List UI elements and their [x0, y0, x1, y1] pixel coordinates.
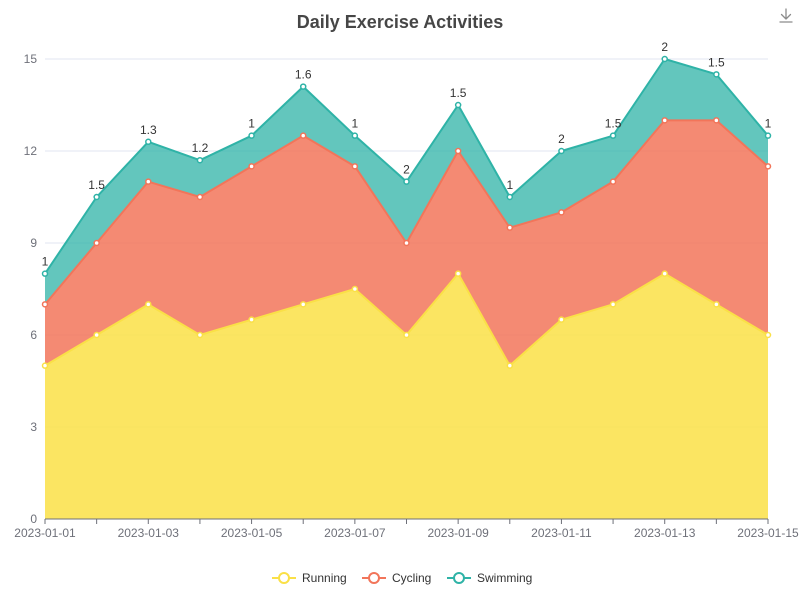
- legend-label: Running: [302, 571, 347, 585]
- point-cycling[interactable]: [661, 117, 668, 124]
- y-tick-label: 12: [24, 144, 38, 158]
- legend-label: Swimming: [477, 571, 532, 585]
- x-tick-label: 2023-01-11: [531, 526, 592, 540]
- data-label: 2: [558, 132, 565, 146]
- point-swimming[interactable]: [93, 193, 100, 201]
- point-cycling[interactable]: [145, 178, 152, 185]
- point-cycling[interactable]: [506, 224, 514, 231]
- y-tick-label: 15: [24, 52, 38, 66]
- point-running[interactable]: [93, 331, 100, 339]
- x-tick-label: 2023-01-05: [221, 526, 283, 540]
- point-cycling[interactable]: [299, 132, 307, 139]
- point-swimming[interactable]: [454, 101, 462, 109]
- point-running[interactable]: [145, 301, 152, 308]
- data-label: 1: [248, 117, 255, 131]
- point-running[interactable]: [558, 316, 565, 323]
- point-running[interactable]: [609, 301, 617, 308]
- point-running[interactable]: [351, 285, 359, 293]
- point-cycling[interactable]: [609, 178, 617, 185]
- point-running[interactable]: [764, 331, 772, 339]
- point-running[interactable]: [196, 331, 204, 339]
- data-label: 1.5: [88, 178, 105, 192]
- legend-item-running[interactable]: Running: [272, 571, 347, 585]
- legend-label: Cycling: [392, 571, 431, 585]
- data-label: 1: [506, 178, 513, 192]
- point-running[interactable]: [299, 301, 307, 308]
- point-swimming[interactable]: [713, 71, 720, 78]
- legend[interactable]: Running Cycling Swimming: [272, 571, 532, 585]
- point-swimming[interactable]: [351, 132, 359, 139]
- point-running[interactable]: [713, 301, 720, 308]
- legend-item-swimming[interactable]: Swimming: [447, 571, 532, 585]
- data-label: 2: [661, 40, 668, 54]
- x-tick-label: 2023-01-15: [737, 526, 799, 540]
- y-tick-label: 3: [30, 420, 37, 434]
- y-tick-label: 6: [30, 328, 37, 342]
- point-swimming[interactable]: [196, 156, 204, 164]
- data-label: 1: [765, 117, 772, 131]
- point-swimming[interactable]: [764, 132, 772, 139]
- point-cycling[interactable]: [41, 301, 49, 308]
- legend-marker: [368, 572, 380, 584]
- point-swimming[interactable]: [661, 55, 668, 63]
- point-swimming[interactable]: [506, 193, 514, 201]
- point-cycling[interactable]: [93, 239, 100, 247]
- data-label: 1.5: [605, 117, 622, 131]
- area-running: [45, 273, 768, 519]
- y-tick-label: 9: [30, 236, 37, 250]
- point-running[interactable]: [403, 331, 410, 339]
- point-cycling[interactable]: [248, 163, 255, 170]
- point-cycling[interactable]: [403, 239, 410, 247]
- data-points: [41, 55, 772, 369]
- x-tick-label: 2023-01-13: [634, 526, 696, 540]
- legend-item-cycling[interactable]: Cycling: [362, 571, 431, 585]
- legend-marker: [278, 572, 290, 584]
- data-labels: 1 1.5 1.3 1.2 1 1.6 1 2 1.5 1 2 1.5 2 1.5 1: [42, 40, 772, 269]
- point-cycling[interactable]: [196, 193, 204, 201]
- point-swimming[interactable]: [299, 83, 307, 90]
- point-running[interactable]: [41, 362, 49, 369]
- point-swimming[interactable]: [558, 147, 565, 155]
- point-cycling[interactable]: [558, 209, 565, 216]
- point-cycling[interactable]: [713, 117, 720, 124]
- legend-marker: [453, 572, 465, 584]
- point-swimming[interactable]: [41, 270, 49, 277]
- data-label: 1.6: [295, 68, 312, 82]
- data-label: 1.5: [708, 55, 725, 69]
- data-label: 1.5: [450, 86, 467, 100]
- x-tick-label: 2023-01-07: [324, 526, 386, 540]
- point-cycling[interactable]: [351, 163, 359, 170]
- point-cycling[interactable]: [454, 147, 462, 155]
- point-running[interactable]: [506, 362, 514, 369]
- point-running[interactable]: [454, 270, 462, 277]
- point-running[interactable]: [248, 316, 255, 323]
- chart-title: Daily Exercise Activities: [297, 12, 503, 32]
- data-label: 1.2: [192, 141, 209, 155]
- data-label: 1: [352, 117, 359, 131]
- data-label: 1: [42, 255, 49, 269]
- point-swimming[interactable]: [609, 132, 617, 139]
- point-swimming[interactable]: [403, 178, 410, 185]
- download-icon[interactable]: [776, 6, 796, 26]
- data-label: 1.3: [140, 123, 157, 137]
- point-cycling[interactable]: [764, 163, 772, 170]
- x-tick-label: 2023-01-01: [14, 526, 76, 540]
- y-tick-label: 0: [30, 512, 37, 526]
- data-label: 2: [403, 163, 410, 177]
- point-swimming[interactable]: [145, 138, 152, 146]
- point-running[interactable]: [661, 270, 668, 277]
- point-swimming[interactable]: [248, 132, 255, 139]
- x-tick-label: 2023-01-09: [427, 526, 489, 540]
- x-tick-label: 2023-01-03: [118, 526, 180, 540]
